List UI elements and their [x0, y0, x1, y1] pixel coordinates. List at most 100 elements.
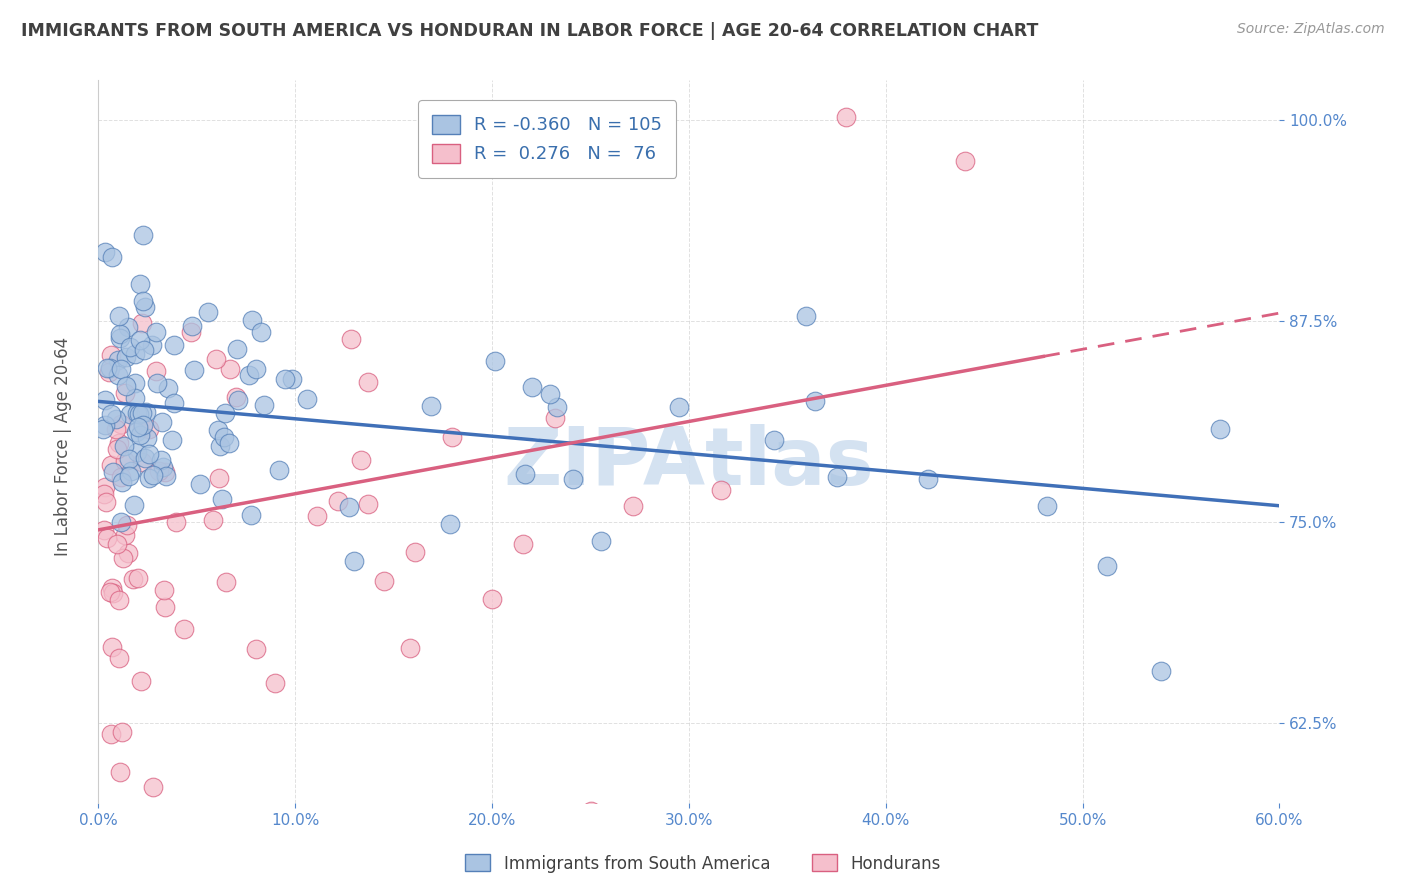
Point: [96, 494, 118, 508]
Point: [399, 640, 422, 655]
Point: [96, 361, 118, 376]
Point: [240, 313, 263, 327]
Point: [108, 650, 131, 665]
Point: [131, 421, 153, 435]
Point: [145, 363, 167, 377]
Point: [404, 545, 426, 559]
Point: [1150, 664, 1173, 678]
Point: [97, 365, 120, 379]
Point: [110, 361, 132, 376]
Point: [439, 517, 461, 532]
Point: [115, 378, 138, 392]
Point: [763, 433, 786, 447]
Point: [128, 277, 150, 291]
Point: [110, 417, 132, 431]
Point: [115, 518, 138, 533]
Point: [115, 350, 138, 364]
Point: [835, 110, 858, 124]
Point: [132, 293, 155, 308]
Point: [165, 516, 187, 530]
Point: [212, 430, 235, 444]
Point: [710, 483, 733, 497]
Point: [114, 454, 136, 468]
Point: [125, 425, 148, 440]
Point: [98, 361, 121, 376]
Legend: Immigrants from South America, Hondurans: Immigrants from South America, Hondurans: [458, 847, 948, 880]
Point: [238, 368, 260, 383]
Point: [111, 551, 134, 566]
Text: IMMIGRANTS FROM SOUTH AMERICA VS HONDURAN IN LABOR FORCE | AGE 20-64 CORRELATION: IMMIGRANTS FROM SOUTH AMERICA VS HONDURA…: [21, 22, 1039, 40]
Point: [197, 304, 219, 318]
Point: [120, 340, 142, 354]
Point: [1097, 558, 1119, 573]
Point: [239, 508, 262, 522]
Point: [484, 354, 506, 368]
Point: [135, 404, 157, 418]
Point: [264, 676, 287, 690]
Point: [100, 727, 122, 741]
Point: [125, 406, 148, 420]
Point: [94, 392, 117, 407]
Point: [917, 472, 939, 486]
Point: [163, 396, 186, 410]
Point: [546, 401, 568, 415]
Point: [127, 571, 149, 585]
Point: [105, 442, 128, 456]
Point: [94, 480, 117, 494]
Point: [1209, 422, 1232, 436]
Point: [441, 430, 464, 444]
Point: [211, 492, 233, 507]
Point: [561, 472, 583, 486]
Point: [589, 534, 612, 549]
Point: [124, 498, 146, 512]
Point: [205, 352, 228, 367]
Point: [152, 582, 174, 597]
Point: [155, 599, 177, 614]
Point: [297, 392, 319, 406]
Text: ZIPAtlas: ZIPAtlas: [503, 425, 875, 502]
Point: [138, 471, 160, 485]
Point: [114, 386, 136, 401]
Point: [181, 319, 204, 334]
Point: [141, 337, 163, 351]
Point: [131, 417, 153, 432]
Point: [96, 531, 118, 545]
Point: [226, 393, 249, 408]
Point: [156, 381, 179, 395]
Point: [146, 376, 169, 391]
Point: [152, 460, 174, 475]
Point: [207, 423, 229, 437]
Point: [357, 376, 380, 390]
Point: [337, 500, 360, 515]
Point: [225, 390, 247, 404]
Point: [132, 343, 155, 358]
Point: [214, 574, 236, 589]
Point: [825, 470, 848, 484]
Point: [122, 572, 145, 586]
Point: [219, 362, 242, 376]
Point: [180, 325, 202, 339]
Point: [214, 406, 236, 420]
Point: [481, 591, 503, 606]
Point: [120, 464, 142, 478]
Point: [149, 453, 172, 467]
Point: [342, 554, 364, 568]
Point: [245, 362, 267, 376]
Point: [281, 372, 304, 386]
Point: [249, 325, 271, 339]
Point: [94, 245, 117, 260]
Point: [803, 394, 825, 409]
Point: [183, 362, 205, 376]
Point: [579, 804, 602, 818]
Point: [150, 415, 173, 429]
Point: [124, 376, 146, 390]
Point: [218, 436, 240, 450]
Point: [108, 309, 131, 323]
Point: [323, 884, 346, 892]
Point: [794, 309, 817, 323]
Point: [105, 422, 128, 436]
Point: [124, 346, 146, 360]
Point: [100, 640, 122, 655]
Point: [153, 466, 176, 480]
Point: [118, 452, 141, 467]
